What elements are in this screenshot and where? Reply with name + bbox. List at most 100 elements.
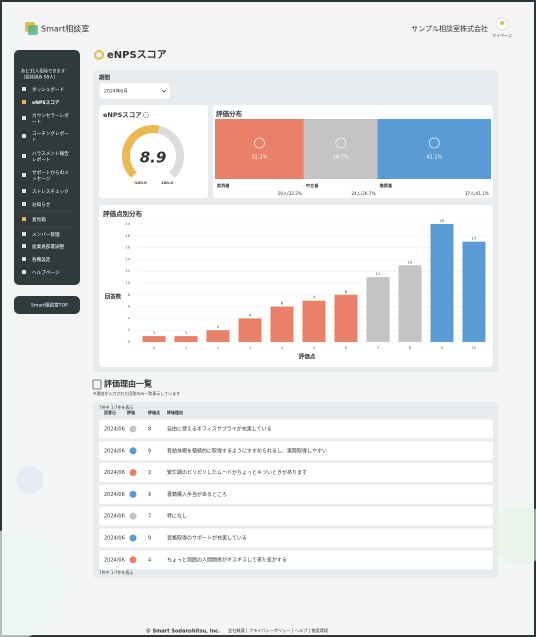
chart-card — [99, 205, 493, 367]
reasons-note: ※理由が入力された回答のみ一覧表示しています — [93, 390, 180, 396]
menu-item[interactable]: メンバー管理 — [32, 231, 60, 238]
user-link[interactable]: マイページ — [492, 32, 512, 38]
x-tick-label: 8 — [409, 345, 412, 350]
menu-item[interactable]: 各種設定 — [32, 256, 51, 263]
reasons-title: 評価理由一覧 — [104, 379, 152, 389]
bar — [366, 277, 390, 342]
period-value[interactable]: 2024年6月 — [104, 88, 128, 95]
y-tick-label: 4 — [128, 315, 131, 320]
menu-icon — [22, 189, 26, 193]
logo-icon — [28, 25, 38, 35]
rating-icon — [129, 490, 137, 498]
menu-icon — [22, 202, 26, 206]
reason-row — [99, 463, 493, 483]
rating-icon — [129, 556, 137, 564]
segment-name: 批判者 — [217, 182, 230, 189]
menu-item[interactable]: ハラスメント報告レポート — [32, 150, 69, 163]
reason: ちょっと周囲の人間関係がギスギスして来た気がする — [167, 556, 287, 563]
menu-icon — [22, 154, 26, 158]
face-icon — [254, 137, 265, 149]
menu-item[interactable]: ストレスチェック — [32, 189, 69, 195]
reason: 特になし — [167, 513, 187, 520]
segment-name: 中立者 — [306, 182, 319, 189]
score: 9 — [148, 448, 151, 454]
menu-item[interactable]: ダッシュボード — [32, 86, 64, 93]
answer-date: 2024/06 — [104, 448, 125, 454]
column-header: 評価理由 — [167, 409, 183, 415]
bar-value-label: 1 — [185, 330, 188, 335]
gauge-title: eNPSスコア — [103, 111, 142, 119]
segment-detail: 24人/26.7% — [351, 191, 375, 196]
gauge-value: 8.9 — [140, 149, 167, 167]
y-tick-label: 14 — [125, 256, 130, 261]
chart-title: 評価点別分布 — [103, 209, 143, 218]
score: 4 — [148, 557, 151, 563]
period-select[interactable] — [98, 82, 171, 100]
distribution: 32.2% 批判者 29人/32.2% 26.7% 中立者 24人/26.7% 41.1% 推… — [215, 119, 491, 196]
bar — [238, 318, 262, 342]
y-tick-label: 20 — [125, 221, 130, 226]
score: 7 — [148, 514, 151, 520]
bar-value-label: 6 — [281, 301, 284, 306]
x-tick-label: 6 — [345, 345, 348, 350]
answer-date: 2024/06 — [104, 492, 125, 498]
rating-icon — [129, 425, 137, 433]
reason: 資格取得のサポートが充実している — [167, 535, 247, 542]
logo[interactable]: Smart相談室 — [41, 24, 89, 34]
y-tick-label: 8 — [128, 292, 131, 297]
bar-value-label: 20 — [440, 218, 445, 223]
list-icon — [92, 379, 102, 390]
invite-notice: あと31人招待できます — [21, 68, 65, 75]
x-tick-label: 3 — [249, 345, 252, 350]
menu-item[interactable]: お知らせ — [32, 201, 51, 208]
menu-item[interactable]: 意見箱 — [32, 216, 46, 223]
menu-item[interactable]: コーチングレポート — [32, 130, 69, 143]
menu-icon — [22, 244, 26, 248]
company: サンプル相談室株式会社 — [411, 24, 488, 33]
y-tick-label: 16 — [125, 245, 130, 250]
footer-links[interactable]: 会社概要 | プライバシーポリシー | ヘルプ | 推奨環境 — [228, 627, 328, 634]
face-icon — [428, 137, 440, 149]
y-tick-label: 2 — [128, 327, 131, 332]
reason-row — [99, 484, 493, 504]
gauge-max: 100.0 — [161, 180, 173, 185]
score: 9 — [148, 492, 151, 498]
menu-icon — [22, 100, 26, 104]
segment-percent: 32.2% — [251, 155, 267, 161]
distribution-segment — [215, 119, 304, 179]
top-button[interactable] — [14, 296, 80, 314]
menu-item[interactable]: 従業員部署調整 — [32, 243, 65, 250]
score: 2 — [148, 470, 151, 476]
bar-value-label: 13 — [408, 259, 413, 264]
count: 7件中 1-7件を表示 — [99, 404, 133, 410]
gauge: 8.9 -100.0 100.0 — [122, 125, 184, 185]
x-tick-label: 0 — [153, 345, 156, 350]
segment-detail: 29人/32.2% — [278, 191, 302, 196]
bar-value-label: 4 — [249, 312, 252, 317]
help-icon[interactable] — [142, 111, 150, 119]
gauge-card — [99, 105, 208, 198]
x-tick-label: 9 — [441, 345, 444, 350]
bar-value-label: 1 — [153, 330, 156, 335]
x-tick-label: 10 — [472, 345, 477, 350]
x-tick-label: 5 — [313, 345, 316, 350]
menu-icon — [22, 173, 26, 177]
menu-item[interactable]: eNPSスコア — [32, 100, 60, 106]
gauge-min: -100.0 — [133, 180, 147, 185]
menu-item[interactable]: サポートからのメッセージ — [32, 169, 69, 182]
distribution-segment — [303, 119, 378, 179]
reason: 書籍購入手当があるところ — [167, 491, 227, 498]
menu-item[interactable]: カウンセラーレポート — [32, 112, 69, 125]
menu-item[interactable]: ヘルプページ — [32, 270, 60, 276]
bar — [302, 300, 326, 342]
top-button-label[interactable]: Smart相談室TOP — [31, 302, 68, 309]
bar — [462, 241, 486, 342]
x-tick-label: 7 — [377, 345, 380, 350]
y-tick-label: 0 — [128, 339, 131, 344]
menu-icon — [22, 257, 26, 261]
segment-percent: 26.7% — [333, 155, 349, 161]
answer-date: 2024/06 — [104, 427, 125, 433]
count: 7件中 1-7件を表示 — [99, 569, 133, 575]
chevron — [161, 89, 167, 93]
bar — [430, 224, 454, 342]
